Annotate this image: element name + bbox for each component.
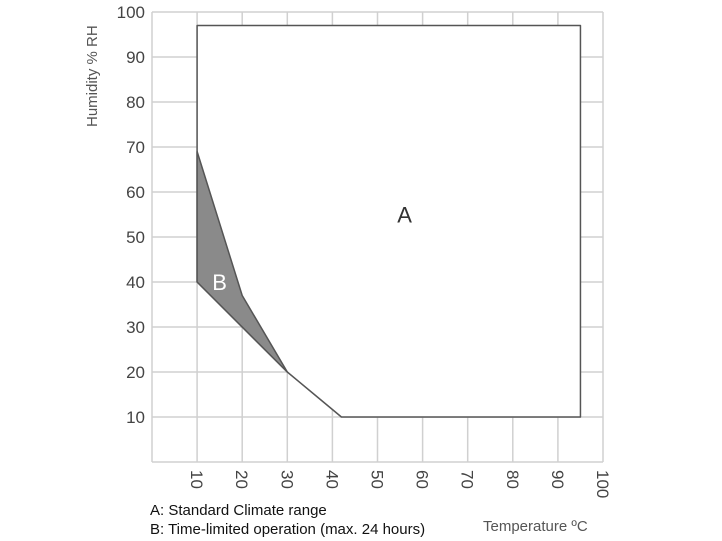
region-label-a: A	[397, 203, 412, 228]
y-tick-label-50: 50	[126, 228, 145, 247]
x-tick-label-50: 50	[368, 470, 387, 489]
x-tick-label-70: 70	[458, 470, 477, 489]
region-labels: AB	[212, 203, 412, 296]
x-tick-label-60: 60	[413, 470, 432, 489]
region-label-b: B	[212, 270, 227, 295]
y-tick-label-70: 70	[126, 138, 145, 157]
legend-item-a: A: Standard Climate range	[150, 502, 327, 519]
x-tick-label-30: 30	[277, 470, 296, 489]
x-tick-label-100: 100	[593, 470, 612, 498]
x-tick-label-40: 40	[322, 470, 341, 489]
y-tick-label-20: 20	[126, 363, 145, 382]
y-tick-label-40: 40	[126, 273, 145, 292]
x-tick-label-20: 20	[232, 470, 251, 489]
x-tick-label-80: 80	[503, 470, 522, 489]
region-b	[196, 150, 289, 373]
legend-item-b: B: Time-limited operation (max. 24 hours…	[150, 521, 426, 538]
y-tick-label-80: 80	[126, 93, 145, 112]
x-tick-label-10: 10	[187, 470, 206, 489]
y-tick-label-100: 100	[117, 3, 145, 22]
y-tick-label-10: 10	[126, 408, 145, 427]
y-tick-label-30: 30	[126, 318, 145, 337]
x-axis-title: Temperature ºC	[483, 518, 588, 535]
tick-labels: 10 20 30 40 50 60 70 80 90 100 10 20 30 40 50 60 70 80 90 1…	[117, 3, 612, 498]
y-axis-title: Humidity % RH	[84, 25, 101, 127]
y-tick-label-90: 90	[126, 48, 145, 67]
regions-group	[196, 24, 582, 418]
x-tick-label-90: 90	[548, 470, 567, 489]
y-tick-label-60: 60	[126, 183, 145, 202]
region-a	[196, 24, 582, 418]
